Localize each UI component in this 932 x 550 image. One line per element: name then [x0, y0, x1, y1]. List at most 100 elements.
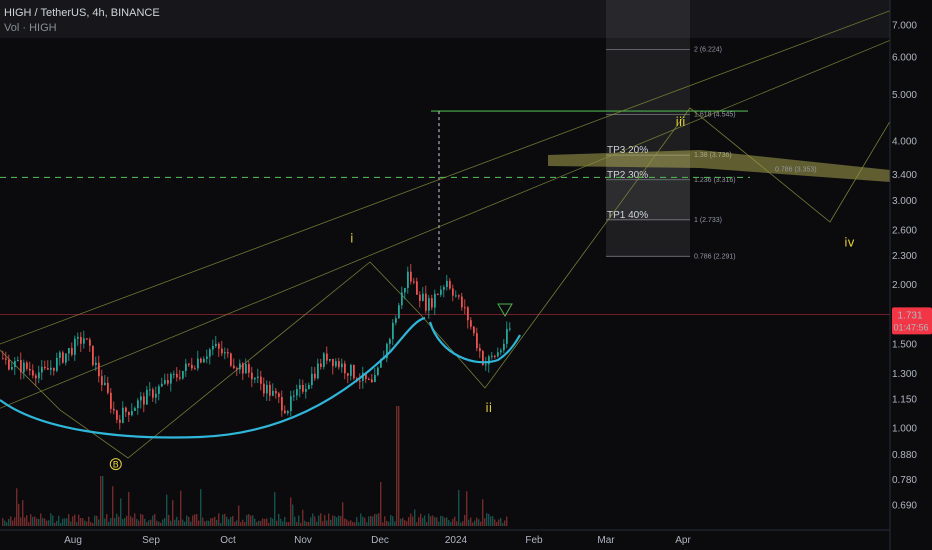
candle-body: [80, 336, 82, 344]
volume-bar: [190, 521, 192, 526]
volume-bar: [298, 515, 300, 526]
candle-body: [278, 393, 280, 398]
candle-body: [311, 373, 313, 386]
volume-bar: [142, 514, 144, 526]
volume-bar: [214, 516, 216, 526]
volume-bar: [212, 518, 214, 526]
volume-bar: [222, 514, 224, 526]
symbol-title[interactable]: HIGH / TetherUS, 4h, BINANCE: [4, 7, 160, 19]
volume-bar: [218, 513, 220, 526]
volume-bar: [352, 521, 354, 526]
candle-body: [287, 411, 289, 414]
volume-bar: [148, 520, 150, 526]
volume-bar: [368, 516, 370, 526]
volume-bar: [244, 521, 246, 526]
volume-bar: [172, 500, 174, 526]
volume-bar: [130, 516, 132, 526]
candle-body: [137, 400, 139, 409]
x-tick-label: Feb: [525, 535, 543, 546]
volume-bar: [464, 515, 466, 526]
y-tick-label: 1.000: [892, 424, 917, 435]
volume-legend[interactable]: Vol · HIGH: [4, 22, 57, 34]
volume-bar: [452, 518, 454, 526]
volume-bar: [494, 519, 496, 526]
volume-bar: [302, 509, 304, 526]
candle-body: [317, 363, 319, 379]
volume-bar: [316, 521, 318, 526]
volume-bar: [102, 476, 104, 526]
volume-bar: [280, 518, 282, 526]
wave-label: ii: [485, 401, 492, 415]
candle-body: [392, 322, 394, 340]
volume-bar: [476, 517, 478, 526]
volume-bar: [136, 519, 138, 526]
candle-body: [140, 396, 142, 401]
volume-bar: [318, 515, 320, 526]
candle-body: [416, 281, 418, 295]
candle-body: [455, 295, 457, 297]
candle-body: [257, 376, 259, 378]
volume-bar: [458, 489, 460, 526]
candle-body: [110, 392, 112, 409]
candle-body: [254, 377, 256, 380]
chart-legend: HIGH / TetherUS, 4h, BINANCE Vol · HIGH: [4, 6, 160, 36]
volume-bars: [2, 406, 508, 526]
candle-body: [302, 384, 304, 392]
candle-body: [245, 364, 247, 374]
volume-bar: [382, 522, 384, 526]
volume-bar: [66, 518, 68, 526]
candle-body: [419, 294, 421, 301]
volume-bar: [332, 515, 334, 526]
candle-body: [125, 407, 127, 412]
volume-bar: [186, 515, 188, 526]
volume-bar: [434, 517, 436, 526]
volume-bar: [234, 521, 236, 526]
volume-bar: [260, 520, 262, 526]
candle-body: [29, 368, 31, 371]
candle-body: [464, 307, 466, 309]
candle-body: [122, 407, 124, 423]
candle-body: [398, 305, 400, 319]
volume-bar: [230, 517, 232, 526]
volume-bar: [314, 516, 316, 526]
volume-bar: [426, 522, 428, 526]
volume-bar: [48, 520, 50, 526]
volume-bar: [258, 520, 260, 526]
volume-bar: [18, 503, 20, 526]
header-band: [0, 0, 890, 38]
volume-bar: [36, 518, 38, 526]
volume-bar: [34, 516, 36, 526]
volume-bar: [360, 513, 362, 526]
volume-bar: [306, 521, 308, 526]
candle-body: [173, 373, 175, 375]
volume-bar: [380, 482, 382, 526]
volume-bar: [140, 513, 142, 526]
y-tick-label: 6.000: [892, 52, 917, 63]
fib-level-label: 1.236 (3.316): [694, 177, 736, 184]
volume-bar: [372, 516, 374, 526]
candle-body: [428, 298, 430, 311]
volume-bar: [450, 522, 452, 526]
candle-body: [194, 368, 196, 370]
volume-bar: [276, 520, 278, 526]
candle-body: [389, 339, 391, 344]
volume-bar: [270, 517, 272, 526]
volume-bar: [326, 520, 328, 526]
wave-label: B: [113, 461, 119, 471]
volume-bar: [354, 522, 356, 526]
volume-bar: [92, 522, 94, 526]
candle-body: [62, 352, 64, 363]
volume-bar: [288, 522, 290, 526]
volume-bar: [78, 514, 80, 526]
volume-bar: [246, 514, 248, 526]
volume-bar: [134, 513, 136, 526]
volume-bar: [50, 513, 52, 526]
candle-body: [170, 373, 172, 384]
volume-bar: [412, 516, 414, 526]
volume-bar: [398, 406, 400, 526]
channel-lower-line: [0, 40, 891, 409]
candle-body: [161, 383, 163, 387]
y-tick-label: 1.150: [892, 395, 917, 406]
volume-bar: [324, 515, 326, 526]
